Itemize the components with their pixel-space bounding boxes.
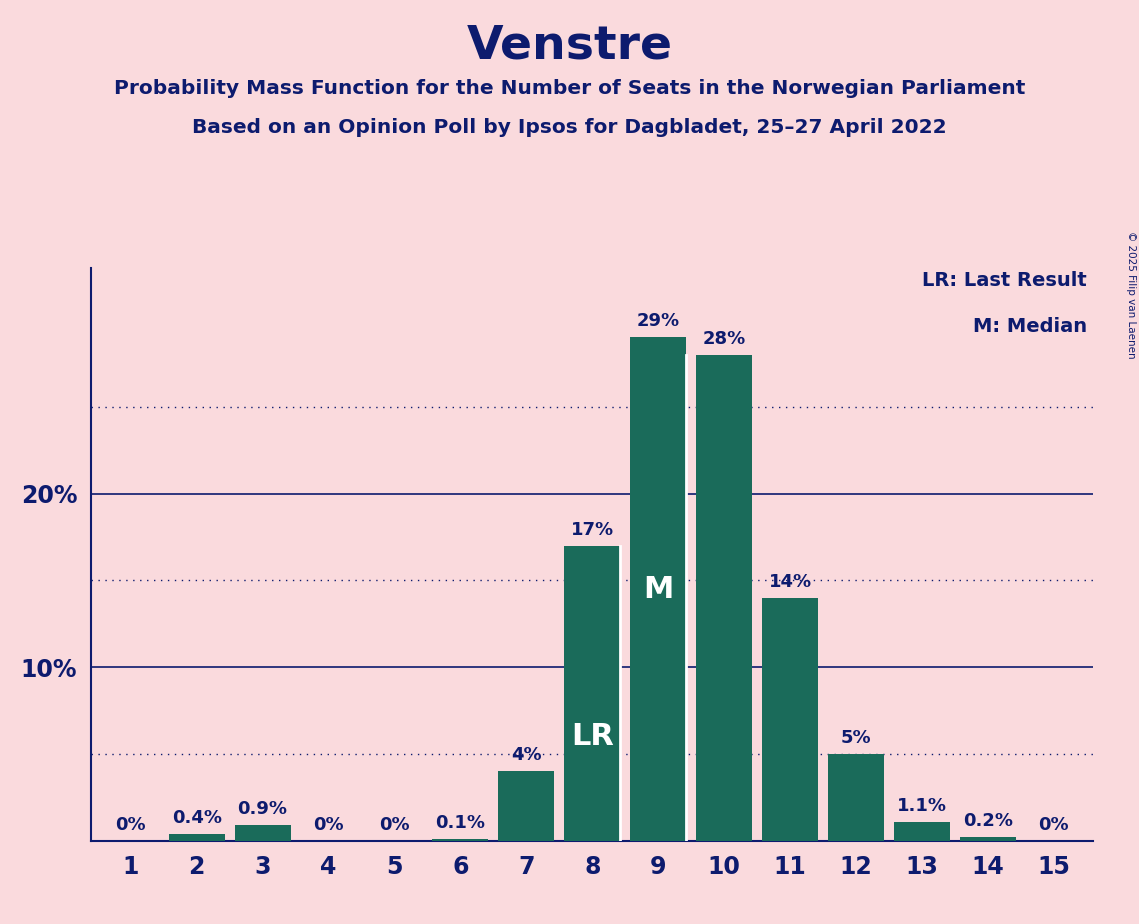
Bar [960,837,1016,841]
Text: 0.1%: 0.1% [435,814,485,833]
Text: Probability Mass Function for the Number of Seats in the Norwegian Parliament: Probability Mass Function for the Number… [114,79,1025,98]
Text: 0%: 0% [379,816,410,833]
Text: 14%: 14% [769,573,812,590]
Bar [433,839,489,841]
Bar [762,598,818,841]
Text: 4%: 4% [511,747,542,764]
Bar [894,821,950,841]
Bar [696,355,752,841]
Bar [828,754,884,841]
Text: 0.9%: 0.9% [238,800,287,819]
Bar [564,546,621,841]
Text: 0%: 0% [115,816,146,833]
Bar [499,772,555,841]
Text: 29%: 29% [637,312,680,331]
Text: 28%: 28% [703,330,746,347]
Bar [235,825,290,841]
Bar [630,337,686,841]
Text: © 2025 Filip van Laenen: © 2025 Filip van Laenen [1126,231,1136,359]
Text: M: M [644,575,673,603]
Text: LR: LR [571,723,614,751]
Text: 0.4%: 0.4% [172,808,222,827]
Text: M: Median: M: Median [973,317,1087,335]
Text: 1.1%: 1.1% [898,796,947,815]
Text: LR: Last Result: LR: Last Result [923,272,1087,290]
Text: 5%: 5% [841,729,871,748]
Text: 17%: 17% [571,521,614,539]
Text: 0.2%: 0.2% [962,812,1013,831]
Text: Based on an Opinion Poll by Ipsos for Dagbladet, 25–27 April 2022: Based on an Opinion Poll by Ipsos for Da… [192,118,947,138]
Text: Venstre: Venstre [467,23,672,68]
Text: 0%: 0% [313,816,344,833]
Bar [169,833,224,841]
Text: 0%: 0% [1039,816,1070,833]
